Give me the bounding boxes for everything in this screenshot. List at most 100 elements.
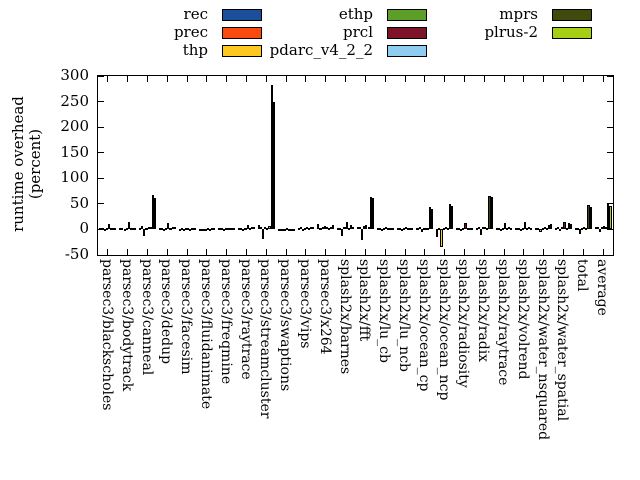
bar xyxy=(147,227,150,230)
bar xyxy=(191,228,194,231)
legend-entry-prec: prec xyxy=(0,24,262,41)
x-tick-mark xyxy=(206,76,208,82)
bar xyxy=(477,227,481,230)
bar xyxy=(495,228,498,231)
bar xyxy=(490,196,493,230)
x-tick-label: splash2x/radix xyxy=(475,259,492,363)
bar xyxy=(480,229,483,235)
bar xyxy=(462,228,465,231)
bar xyxy=(363,226,366,230)
legend-column: ethp prcl pdarc_v4_2_2 xyxy=(267,6,427,60)
bar xyxy=(169,227,172,230)
bar xyxy=(332,225,335,230)
y-tick-mark xyxy=(98,152,104,154)
bar xyxy=(607,204,610,230)
x-tick-label: splash2x/ocean_cp xyxy=(415,259,432,392)
bar xyxy=(576,227,580,230)
bar xyxy=(290,228,293,231)
bar xyxy=(383,228,386,231)
bar xyxy=(402,228,405,231)
x-tick-label: parsec3/freqmine xyxy=(217,259,234,385)
bar xyxy=(327,228,330,231)
bar xyxy=(272,102,275,230)
bar xyxy=(288,228,291,231)
x-tick-label: parsec3/dedup xyxy=(158,259,175,365)
x-tick-mark xyxy=(166,249,168,255)
x-tick-mark xyxy=(424,76,426,82)
x-tick-mark xyxy=(305,249,307,255)
x-tick-mark xyxy=(503,249,505,255)
bar xyxy=(163,229,166,232)
y-tick-mark xyxy=(98,101,104,103)
bar xyxy=(242,229,245,232)
x-tick-label: average xyxy=(594,259,611,316)
legend-entry-pdarc_v4_2_2: pdarc_v4_2_2 xyxy=(267,42,427,59)
legend-swatch xyxy=(552,26,592,39)
bar xyxy=(424,227,427,230)
bar xyxy=(180,228,183,231)
bar xyxy=(145,227,148,230)
bar xyxy=(438,227,441,230)
legend-entry-plrus-2: plrus-2 xyxy=(440,24,592,41)
bar xyxy=(341,229,344,236)
bar xyxy=(114,227,117,230)
bar xyxy=(252,227,255,230)
bar xyxy=(499,229,502,232)
bar xyxy=(281,229,285,232)
x-tick-mark xyxy=(285,249,287,255)
bar xyxy=(119,228,122,231)
bar xyxy=(400,229,403,232)
y-tick-label: 150 xyxy=(60,142,89,161)
bar xyxy=(292,228,295,231)
bar xyxy=(123,229,126,232)
bar xyxy=(369,197,372,230)
bar xyxy=(107,224,110,230)
bar xyxy=(131,228,134,231)
x-tick-mark xyxy=(404,76,406,82)
bar xyxy=(559,229,562,232)
x-tick-label: splash2x/fft xyxy=(356,259,373,342)
bar xyxy=(173,227,176,230)
x-tick-mark xyxy=(602,249,604,255)
bar xyxy=(519,229,522,232)
legend-entry-prcl: prcl xyxy=(267,24,427,41)
x-tick-mark xyxy=(127,249,129,255)
legend-label: pdarc_v4_2_2 xyxy=(269,41,373,59)
bar xyxy=(389,227,392,230)
bar xyxy=(246,225,249,230)
legend-entry-thp: thp xyxy=(0,42,262,59)
bar xyxy=(112,227,115,230)
bar xyxy=(376,228,379,231)
y-tick-label: 50 xyxy=(69,193,89,212)
bar xyxy=(222,229,225,232)
bar xyxy=(129,228,132,231)
bar xyxy=(510,227,513,230)
bar xyxy=(422,227,425,230)
x-tick-mark xyxy=(582,249,584,255)
y-tick-mark xyxy=(607,254,613,256)
bar xyxy=(448,204,451,230)
x-tick-mark xyxy=(483,249,485,255)
bar xyxy=(381,229,384,232)
bar xyxy=(468,227,471,230)
bar xyxy=(240,227,243,230)
bar xyxy=(528,227,531,230)
bar xyxy=(385,227,388,230)
bar xyxy=(456,228,459,231)
y-tick-mark xyxy=(607,75,613,77)
bar xyxy=(187,227,190,230)
legend-label: ethp xyxy=(338,5,373,23)
y-tick-mark xyxy=(98,254,104,256)
bar xyxy=(270,85,273,230)
y-tick-mark xyxy=(98,75,104,77)
y-tick-label: 250 xyxy=(60,91,89,110)
x-tick-mark xyxy=(444,249,446,255)
bar xyxy=(535,228,538,231)
legend-entry-ethp: ethp xyxy=(267,6,427,23)
x-tick-mark xyxy=(404,249,406,255)
bar xyxy=(420,229,423,232)
y-tick-mark xyxy=(98,228,104,230)
bar xyxy=(218,228,221,231)
bar xyxy=(361,229,364,240)
bar xyxy=(319,227,322,230)
